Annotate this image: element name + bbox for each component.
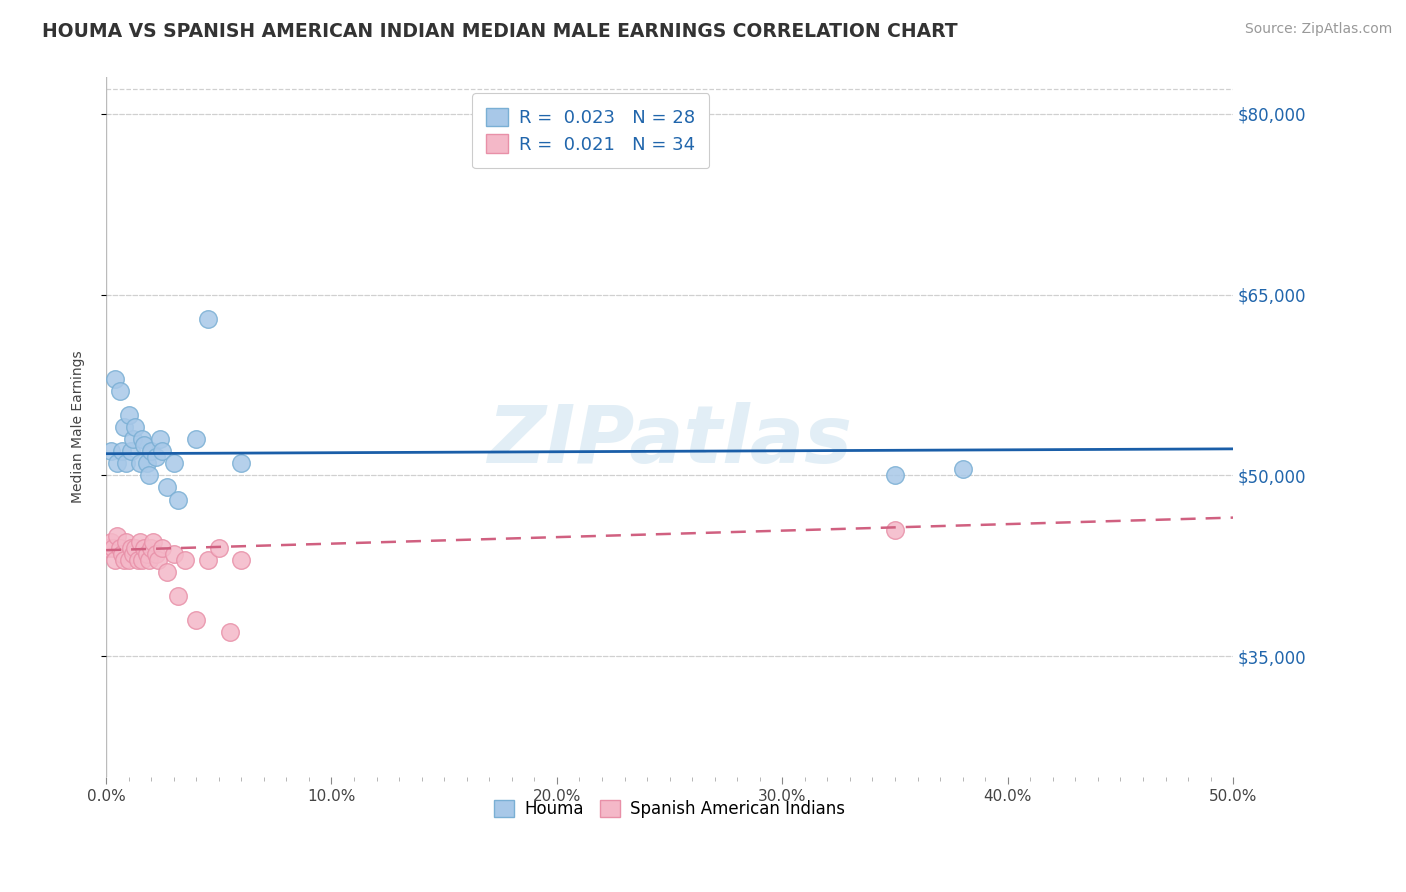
- Point: [186, 432, 208, 446]
- Point: [134, 541, 156, 555]
- Point: [135, 547, 157, 561]
- Point: [141, 444, 163, 458]
- Point: [174, 553, 197, 567]
- Point: [122, 547, 145, 561]
- Point: [124, 420, 146, 434]
- Text: Source: ZipAtlas.com: Source: ZipAtlas.com: [1244, 22, 1392, 37]
- Point: [120, 541, 142, 555]
- Point: [138, 553, 160, 567]
- Text: HOUMA VS SPANISH AMERICAN INDIAN MEDIAN MALE EARNINGS CORRELATION CHART: HOUMA VS SPANISH AMERICAN INDIAN MEDIAN …: [42, 22, 957, 41]
- Point: [135, 456, 157, 470]
- Point: [111, 444, 134, 458]
- Point: [884, 523, 907, 537]
- Point: [122, 432, 145, 446]
- Point: [952, 462, 974, 476]
- Point: [219, 625, 242, 640]
- Point: [108, 384, 131, 398]
- Point: [115, 456, 138, 470]
- Legend: Houma, Spanish American Indians: Houma, Spanish American Indians: [488, 793, 852, 824]
- Point: [142, 534, 165, 549]
- Point: [208, 541, 231, 555]
- Point: [152, 541, 174, 555]
- Point: [128, 456, 150, 470]
- Point: [156, 480, 179, 494]
- Point: [163, 456, 186, 470]
- Point: [231, 553, 253, 567]
- Point: [149, 432, 172, 446]
- Point: [167, 589, 190, 603]
- Point: [884, 468, 907, 483]
- Point: [167, 492, 190, 507]
- Point: [104, 372, 127, 386]
- Point: [146, 553, 169, 567]
- Point: [131, 432, 153, 446]
- Point: [117, 553, 139, 567]
- Point: [197, 311, 219, 326]
- Point: [104, 553, 127, 567]
- Point: [156, 565, 179, 579]
- Point: [111, 547, 134, 561]
- Point: [105, 529, 128, 543]
- Point: [105, 456, 128, 470]
- Point: [134, 438, 156, 452]
- Point: [197, 553, 219, 567]
- Point: [100, 444, 122, 458]
- Point: [186, 613, 208, 627]
- Point: [115, 534, 138, 549]
- Y-axis label: Median Male Earnings: Median Male Earnings: [72, 351, 86, 503]
- Point: [117, 408, 139, 422]
- Point: [127, 553, 149, 567]
- Point: [163, 547, 186, 561]
- Point: [138, 468, 160, 483]
- Point: [152, 444, 174, 458]
- Point: [97, 541, 120, 555]
- Point: [131, 553, 153, 567]
- Point: [108, 541, 131, 555]
- Point: [124, 541, 146, 555]
- Text: ZIPatlas: ZIPatlas: [486, 402, 852, 480]
- Point: [128, 534, 150, 549]
- Point: [141, 541, 163, 555]
- Point: [112, 553, 135, 567]
- Point: [101, 541, 124, 555]
- Point: [100, 534, 122, 549]
- Point: [145, 547, 167, 561]
- Point: [120, 444, 142, 458]
- Point: [145, 450, 167, 465]
- Point: [231, 456, 253, 470]
- Point: [112, 420, 135, 434]
